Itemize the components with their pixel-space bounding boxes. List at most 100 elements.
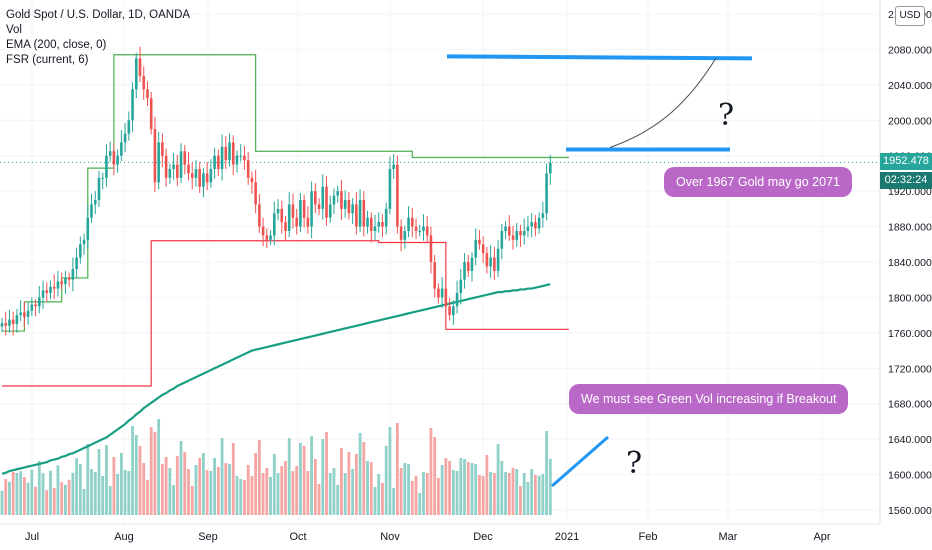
price-axis[interactable]: 1560.000 1600.000 1640.000 1680.000 1720.000… xyxy=(879,0,932,550)
volume-bar xyxy=(485,455,489,515)
candle-body xyxy=(205,173,209,183)
last-price-tag: 1952.478 xyxy=(880,153,932,170)
volume-bar xyxy=(291,471,295,515)
callout-breakout-target[interactable]: Over 1967 Gold may go 2071 xyxy=(664,167,852,197)
volume-bar xyxy=(112,457,116,515)
candle-body xyxy=(56,281,60,289)
volume-bar xyxy=(369,462,373,515)
volume-bar xyxy=(239,479,243,515)
candle-body xyxy=(187,164,190,174)
legend-title[interactable]: Gold Spot / U.S. Dollar, 1D, OANDA xyxy=(6,9,191,21)
volume-bar xyxy=(399,468,403,515)
candle-body xyxy=(541,213,545,218)
candle-body xyxy=(384,208,388,227)
price-tick-label: 1640.000 xyxy=(888,434,932,446)
volume-bar xyxy=(478,475,481,515)
time-tick-label: Apr xyxy=(813,531,830,543)
volume-bar xyxy=(108,486,112,515)
candle-body xyxy=(108,151,112,156)
callout-volume-note[interactable]: We must see Green Vol increasing if Brea… xyxy=(569,384,849,414)
volume-bar xyxy=(142,463,146,515)
volume-bar xyxy=(332,468,336,515)
volume-bar xyxy=(377,474,381,515)
volume-bar xyxy=(157,419,161,515)
volume-bar xyxy=(410,481,414,515)
volume-bar xyxy=(328,473,332,515)
volume-bar xyxy=(425,473,429,515)
candle-body xyxy=(489,257,492,267)
candle-body xyxy=(38,297,41,307)
candle-body xyxy=(507,226,511,236)
volume-bar xyxy=(507,473,511,515)
candle-body xyxy=(272,213,276,236)
volume-bar xyxy=(209,471,213,515)
candle-body xyxy=(224,146,228,161)
candle-body xyxy=(433,262,436,289)
volume-bar xyxy=(321,439,325,515)
price-tick-label: 1600.000 xyxy=(888,470,932,482)
volume-bar xyxy=(168,468,172,515)
volume-bar xyxy=(362,442,366,515)
legend-vol[interactable]: Vol xyxy=(6,24,22,36)
candle-body xyxy=(537,217,541,229)
volume-bar xyxy=(504,472,507,515)
volume-bar xyxy=(246,465,250,515)
volume-bar xyxy=(533,474,537,515)
candle-body xyxy=(459,279,463,293)
user-drawings[interactable] xyxy=(446,54,753,488)
candle-body xyxy=(157,142,160,183)
volume-bar xyxy=(373,487,377,515)
volume-bar xyxy=(172,485,175,515)
candle-body xyxy=(485,253,489,267)
candle-body xyxy=(545,173,548,214)
volume-bar xyxy=(530,469,534,515)
candle-body xyxy=(243,155,246,161)
time-axis[interactable]: Jul Aug Sep Oct Nov Dec 2021 Feb Mar Apr xyxy=(0,523,880,543)
volume-bar xyxy=(224,463,228,515)
candle-body xyxy=(481,244,485,254)
volume-bar xyxy=(82,489,86,515)
candle-body xyxy=(112,151,116,165)
candle-body xyxy=(530,222,533,227)
volume-bar xyxy=(351,469,355,515)
currency-button[interactable]: USD xyxy=(895,6,925,26)
candle-body xyxy=(202,173,205,187)
volume-bar xyxy=(437,478,440,515)
volume-bar xyxy=(340,448,343,515)
candle-body xyxy=(235,155,239,165)
volume-bar xyxy=(187,469,190,515)
candle-body xyxy=(105,155,108,178)
candle-body xyxy=(265,235,269,240)
candle-body xyxy=(93,200,97,205)
candle-body xyxy=(168,169,172,178)
volume-bars xyxy=(0,419,552,515)
volume-bar xyxy=(519,486,522,515)
volume-bar xyxy=(19,471,23,515)
volume-bar xyxy=(511,468,515,515)
candle-body xyxy=(220,146,224,169)
volume-bar xyxy=(116,474,120,515)
volume-bar xyxy=(64,484,67,515)
candle-body xyxy=(213,155,216,169)
candle-body xyxy=(440,288,444,298)
candle-body xyxy=(52,286,56,289)
candle-body xyxy=(302,200,306,218)
volume-bar xyxy=(146,480,149,515)
candle-body xyxy=(15,315,19,324)
candle-body xyxy=(332,195,336,205)
candle-body xyxy=(463,262,466,280)
volume-bar xyxy=(149,427,153,515)
candle-body xyxy=(504,226,507,231)
volume-bar xyxy=(220,438,224,515)
ema-line xyxy=(1,283,551,475)
legend-ema[interactable]: EMA (200, close, 0) xyxy=(6,39,107,51)
volume-bar xyxy=(243,480,246,515)
volume-bar xyxy=(414,476,418,515)
volume-trend-line xyxy=(551,435,609,488)
volume-bar xyxy=(366,461,369,515)
volume-bar xyxy=(336,485,340,515)
candle-body xyxy=(340,191,343,209)
price-tick-label: 1920.000 xyxy=(888,186,932,198)
legend-fsr[interactable]: FSR (current, 6) xyxy=(6,54,89,66)
